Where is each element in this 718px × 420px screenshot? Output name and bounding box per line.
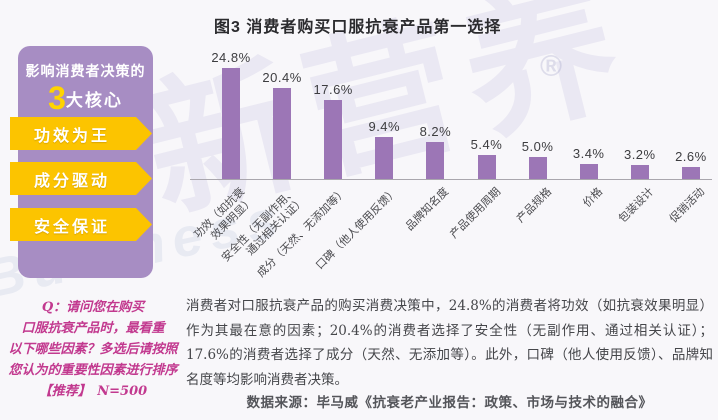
bar-value-label: 5.4%	[470, 137, 503, 152]
bar-9	[681, 167, 700, 179]
bar-3	[375, 137, 394, 179]
bar-value-label: 5.0%	[521, 139, 554, 154]
banner-label: 成分驱动	[33, 172, 110, 190]
bar-value-label: 9.4%	[368, 119, 401, 134]
survey-question: Q：请问您在购买 口服抗衰产品时，最看重 以下哪些因素？多选后请按照 您认为的重…	[8, 300, 178, 399]
category-label: 价格	[580, 185, 605, 210]
category-label: 包装设计	[615, 185, 656, 226]
banner-safety: 安全保证	[10, 208, 152, 241]
data-source: 数据来源：毕马威《抗衰老产业报告：政策、市场与技术的融合》	[246, 395, 653, 411]
bar-value-label: 2.6%	[675, 149, 707, 164]
bar-value-label: 20.4%	[262, 70, 302, 85]
category-label: 产品规格	[513, 185, 554, 226]
category-label: 产品使用周期	[446, 185, 503, 241]
bar-5	[477, 155, 496, 179]
bar-6	[528, 157, 547, 179]
chart-title: 图3 消费者购买口服抗衰产品第一选择	[214, 19, 502, 36]
panel-core-line: 3大核心	[18, 80, 153, 117]
bar-value-label: 3.4%	[572, 146, 605, 161]
banner-ingredient: 成分驱动	[10, 162, 152, 195]
bar-value-label: 8.2%	[419, 124, 452, 139]
banner-efficacy: 功效为王	[10, 117, 152, 150]
bar-value-label: 3.2%	[623, 147, 656, 162]
bar-value-label: 17.6%	[313, 82, 353, 97]
analysis-paragraph: 消费者对口服抗衰产品的购买消费决策中，24.8%的消费者将功效（如抗衰效果明显）…	[186, 298, 713, 388]
core-suffix: 大核心	[65, 91, 123, 110]
bar-1	[273, 88, 292, 179]
category-label: 品牌知名度	[403, 185, 452, 234]
category-label: 促销活动	[666, 185, 708, 226]
bar-0	[222, 68, 240, 179]
panel-heading: 影响消费者决策的	[25, 63, 146, 79]
bar-4	[426, 142, 445, 179]
bar-7	[579, 164, 598, 179]
bar-8	[630, 165, 649, 179]
x-axis-line	[190, 179, 712, 180]
core-count: 3	[48, 80, 66, 116]
bar-chart: 24.8% 功效（如抗衰 效果明显） 20.4% 安全性（无副作用、 通过相关认证） 1…	[190, 46, 716, 280]
bar-value-label: 24.8%	[211, 50, 251, 65]
banner-label: 安全保证	[33, 218, 110, 236]
banner-label: 功效为王	[33, 127, 110, 145]
bar-2	[324, 100, 343, 179]
